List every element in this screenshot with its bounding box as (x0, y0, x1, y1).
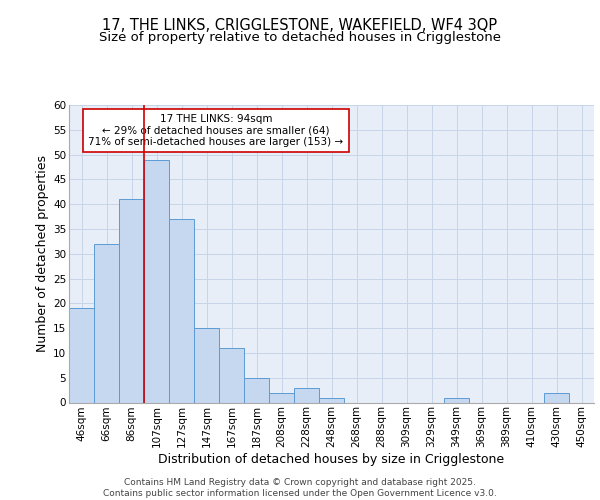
Bar (544, 392, 569, 402)
Text: 17, THE LINKS, CRIGGLESTONE, WAKEFIELD, WF4 3QP: 17, THE LINKS, CRIGGLESTONE, WAKEFIELD, … (103, 18, 497, 32)
Bar (94, 244, 119, 402)
Text: 17 THE LINKS: 94sqm
← 29% of detached houses are smaller (64)
71% of semi-detach: 17 THE LINKS: 94sqm ← 29% of detached ho… (88, 114, 344, 147)
Bar (69, 308, 94, 402)
Bar (294, 388, 319, 402)
Bar (219, 348, 244, 403)
Bar (194, 328, 219, 402)
Bar (144, 160, 169, 402)
Bar (119, 199, 144, 402)
Bar (169, 219, 194, 402)
Bar (444, 398, 469, 402)
Bar (244, 378, 269, 402)
Text: Size of property relative to detached houses in Crigglestone: Size of property relative to detached ho… (99, 31, 501, 44)
Text: Contains HM Land Registry data © Crown copyright and database right 2025.
Contai: Contains HM Land Registry data © Crown c… (103, 478, 497, 498)
Bar (319, 398, 344, 402)
X-axis label: Distribution of detached houses by size in Crigglestone: Distribution of detached houses by size … (158, 453, 505, 466)
Bar (269, 392, 294, 402)
Y-axis label: Number of detached properties: Number of detached properties (36, 155, 49, 352)
